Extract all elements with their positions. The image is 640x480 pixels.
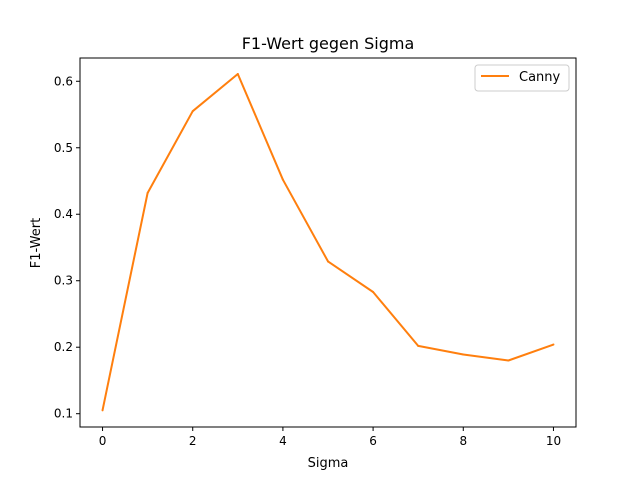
x-tick-label: 4 <box>279 434 287 448</box>
x-tick-label: 8 <box>459 434 467 448</box>
y-tick-label: 0.3 <box>54 274 73 288</box>
legend-label-canny: Canny <box>519 70 561 85</box>
data-point <box>552 343 555 346</box>
data-point <box>236 72 239 75</box>
y-tick-label: 0.6 <box>54 74 73 88</box>
data-point <box>191 110 194 113</box>
y-axis: 0.1 0.2 0.3 0.4 0.5 0.6 <box>54 74 80 421</box>
y-tick-label: 0.2 <box>54 340 73 354</box>
data-point <box>417 344 420 347</box>
legend-box <box>474 64 570 92</box>
chart-title: F1-Wert gegen Sigma <box>242 34 415 53</box>
series-line-canny <box>101 73 554 411</box>
y-tick-label: 0.4 <box>54 207 73 221</box>
x-axis-label: Sigma <box>308 456 349 471</box>
y-tick-label: 0.1 <box>54 407 73 421</box>
data-point <box>281 178 284 181</box>
data-point <box>101 409 104 412</box>
data-point <box>462 353 465 356</box>
legend: Canny <box>474 64 570 92</box>
plot-area-frame <box>79 57 577 428</box>
x-tick-label: 10 <box>546 434 561 448</box>
y-tick-label: 0.5 <box>54 141 73 155</box>
data-point <box>146 191 149 194</box>
y-axis-label: F1-Wert <box>29 218 44 268</box>
x-tick-label: 2 <box>189 434 197 448</box>
series-layer <box>101 72 555 412</box>
x-axis: 0 2 4 6 8 10 <box>99 427 561 448</box>
x-tick-label: 6 <box>369 434 377 448</box>
data-point <box>327 260 329 263</box>
x-tick-label: 0 <box>99 434 107 448</box>
data-point <box>507 359 510 362</box>
data-point <box>372 291 375 294</box>
